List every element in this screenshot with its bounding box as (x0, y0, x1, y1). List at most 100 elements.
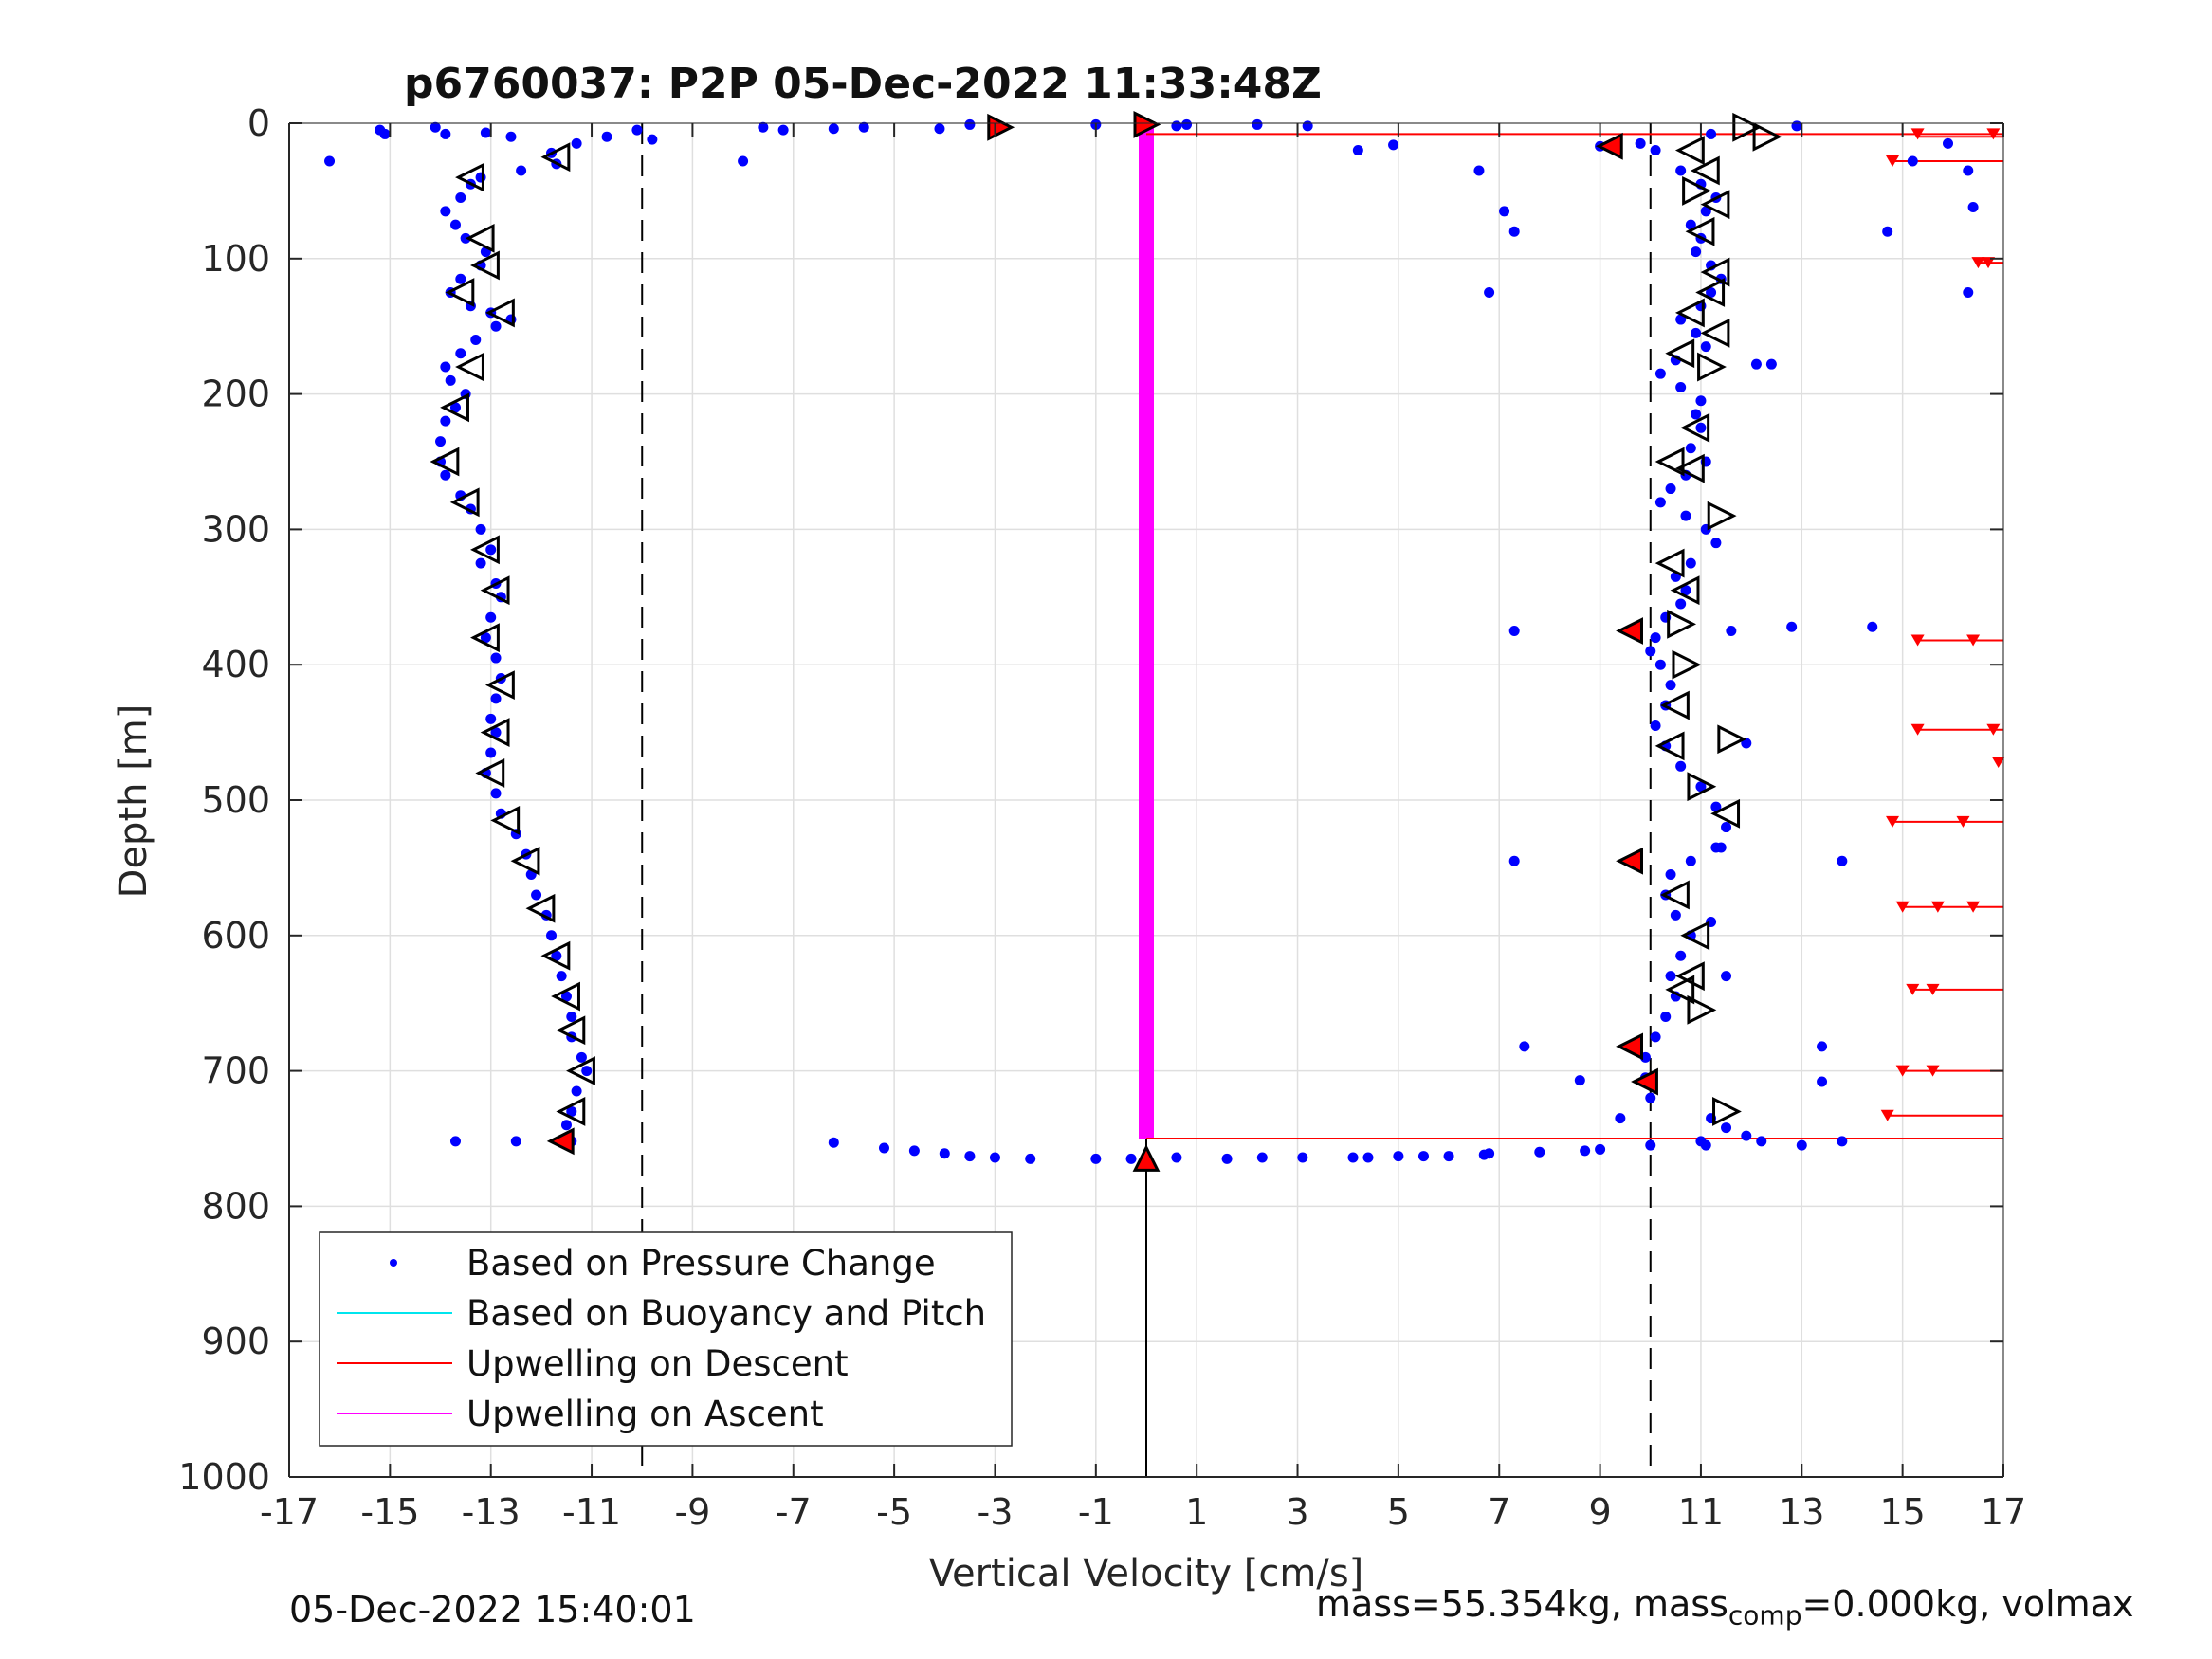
pressure-change-point (1125, 1153, 1137, 1164)
pressure-change-point (828, 123, 839, 135)
pressure-change-point (566, 1011, 577, 1022)
pressure-change-point (1252, 118, 1263, 130)
x-tick-label: -17 (260, 1491, 319, 1533)
pressure-change-point (1615, 1113, 1626, 1124)
pressure-change-point (485, 611, 497, 623)
pressure-change-point (1302, 120, 1313, 132)
pressure-change-point (908, 1145, 920, 1157)
y-tick-label: 1000 (178, 1456, 270, 1498)
triangle-marker (1674, 136, 1705, 165)
triangle-marker (1687, 772, 1717, 802)
pressure-change-point (490, 727, 502, 738)
axes-frame (288, 122, 2004, 1478)
pressure-change-point (1499, 206, 1510, 217)
legend-box (319, 1231, 1013, 1447)
pressure-change-point (647, 134, 658, 145)
pressure-change-point (934, 123, 945, 135)
upwelling-descent-marker (1910, 723, 1925, 736)
filled-red-marker (1616, 617, 1643, 645)
x-axis-label: Vertical Velocity [cm/s] (929, 1552, 1364, 1595)
triangle-marker (1665, 338, 1695, 369)
pressure-change-point (1907, 155, 1918, 167)
x-tick-label: -13 (462, 1491, 521, 1533)
triangle-marker (1695, 278, 1726, 307)
x-tick-label: 3 (1286, 1491, 1308, 1533)
triangle-marker (1682, 175, 1711, 206)
pressure-change-point (1765, 358, 1777, 370)
pressure-change-point (1025, 1153, 1036, 1164)
pressure-change-point (475, 557, 486, 569)
pressure-change-point (1700, 1139, 1711, 1151)
x-tick-label: 5 (1387, 1491, 1410, 1533)
triangle-marker (551, 981, 580, 1012)
pressure-change-point (1817, 1076, 1828, 1087)
pressure-change-point (480, 127, 491, 138)
legend-label: Based on Buoyancy and Pitch (466, 1293, 986, 1334)
x-tick-label: 7 (1488, 1491, 1510, 1533)
pressure-change-point (445, 374, 456, 386)
pressure-change-point (1660, 1011, 1672, 1022)
triangle-marker (1680, 412, 1710, 443)
pressure-change-point (455, 273, 466, 284)
x-tick-label: 17 (1981, 1491, 2026, 1533)
pressure-change-point (1362, 1152, 1374, 1163)
pressure-change-point (1580, 1145, 1591, 1157)
triangle-marker (1670, 575, 1700, 606)
pressure-change-point (1721, 822, 1732, 833)
pressure-change-point (1967, 202, 1979, 213)
triangle-marker (1697, 352, 1727, 382)
y-tick-label: 200 (201, 374, 270, 415)
pressure-change-point (1817, 1041, 1828, 1052)
pressure-change-point (1352, 145, 1363, 156)
pressure-change-point (1710, 801, 1722, 812)
pressure-change-point (1473, 165, 1485, 176)
pressure-change-point (1665, 680, 1676, 691)
pressure-change-point (631, 124, 643, 136)
pressure-change-point (510, 1136, 521, 1147)
triangle-marker (445, 278, 475, 307)
triangle-marker (1665, 975, 1695, 1005)
x-tick-label: -1 (1078, 1491, 1114, 1533)
upwelling-descent-marker (1991, 757, 2005, 769)
x-tick-label: -9 (674, 1491, 710, 1533)
pressure-change-point (1685, 219, 1696, 230)
triangle-marker (449, 487, 480, 518)
pressure-change-point (440, 415, 451, 427)
pressure-change-point (1484, 287, 1495, 298)
legend-label: Based on Pressure Change (466, 1243, 936, 1284)
pressure-change-point (1791, 120, 1802, 132)
pressure-change-point (1256, 1152, 1268, 1163)
footer-timestamp: 05-Dec-2022 15:40:01 (289, 1589, 696, 1631)
x-tick-label: -7 (776, 1491, 812, 1533)
pressure-change-point (1090, 1153, 1102, 1164)
pressure-change-point (1534, 1146, 1545, 1158)
pressure-change-point (1680, 510, 1691, 521)
triangle-marker (510, 846, 540, 876)
upwelling-descent-marker (1971, 257, 1985, 269)
pressure-change-point (485, 544, 497, 556)
pressure-change-point (1675, 314, 1687, 325)
pressure-change-point (828, 1137, 839, 1148)
triangle-marker (465, 223, 495, 253)
pressure-change-point (490, 693, 502, 704)
pressure-change-point (878, 1142, 889, 1154)
x-tick-label: -15 (360, 1491, 419, 1533)
pressure-change-point (1685, 443, 1696, 454)
pressure-change-point (440, 469, 451, 481)
y-tick-label: 100 (201, 238, 270, 280)
y-tick-label: 700 (201, 1050, 270, 1092)
pressure-change-point (738, 155, 749, 167)
pressure-change-point (1221, 1153, 1233, 1164)
triangle-marker (1654, 731, 1685, 761)
pressure-change-point (475, 523, 486, 535)
triangle-marker (1685, 216, 1715, 246)
triangle-marker (1752, 121, 1782, 152)
pressure-change-point (1695, 781, 1707, 793)
pressure-change-point (455, 192, 466, 204)
pressure-change-point (1675, 598, 1687, 610)
pressure-change-point (1508, 626, 1520, 636)
pressure-change-point (1675, 165, 1687, 176)
pressure-change-point (1680, 585, 1691, 596)
legend-label: Upwelling on Ascent (466, 1394, 824, 1434)
triangle-marker (1674, 298, 1705, 328)
